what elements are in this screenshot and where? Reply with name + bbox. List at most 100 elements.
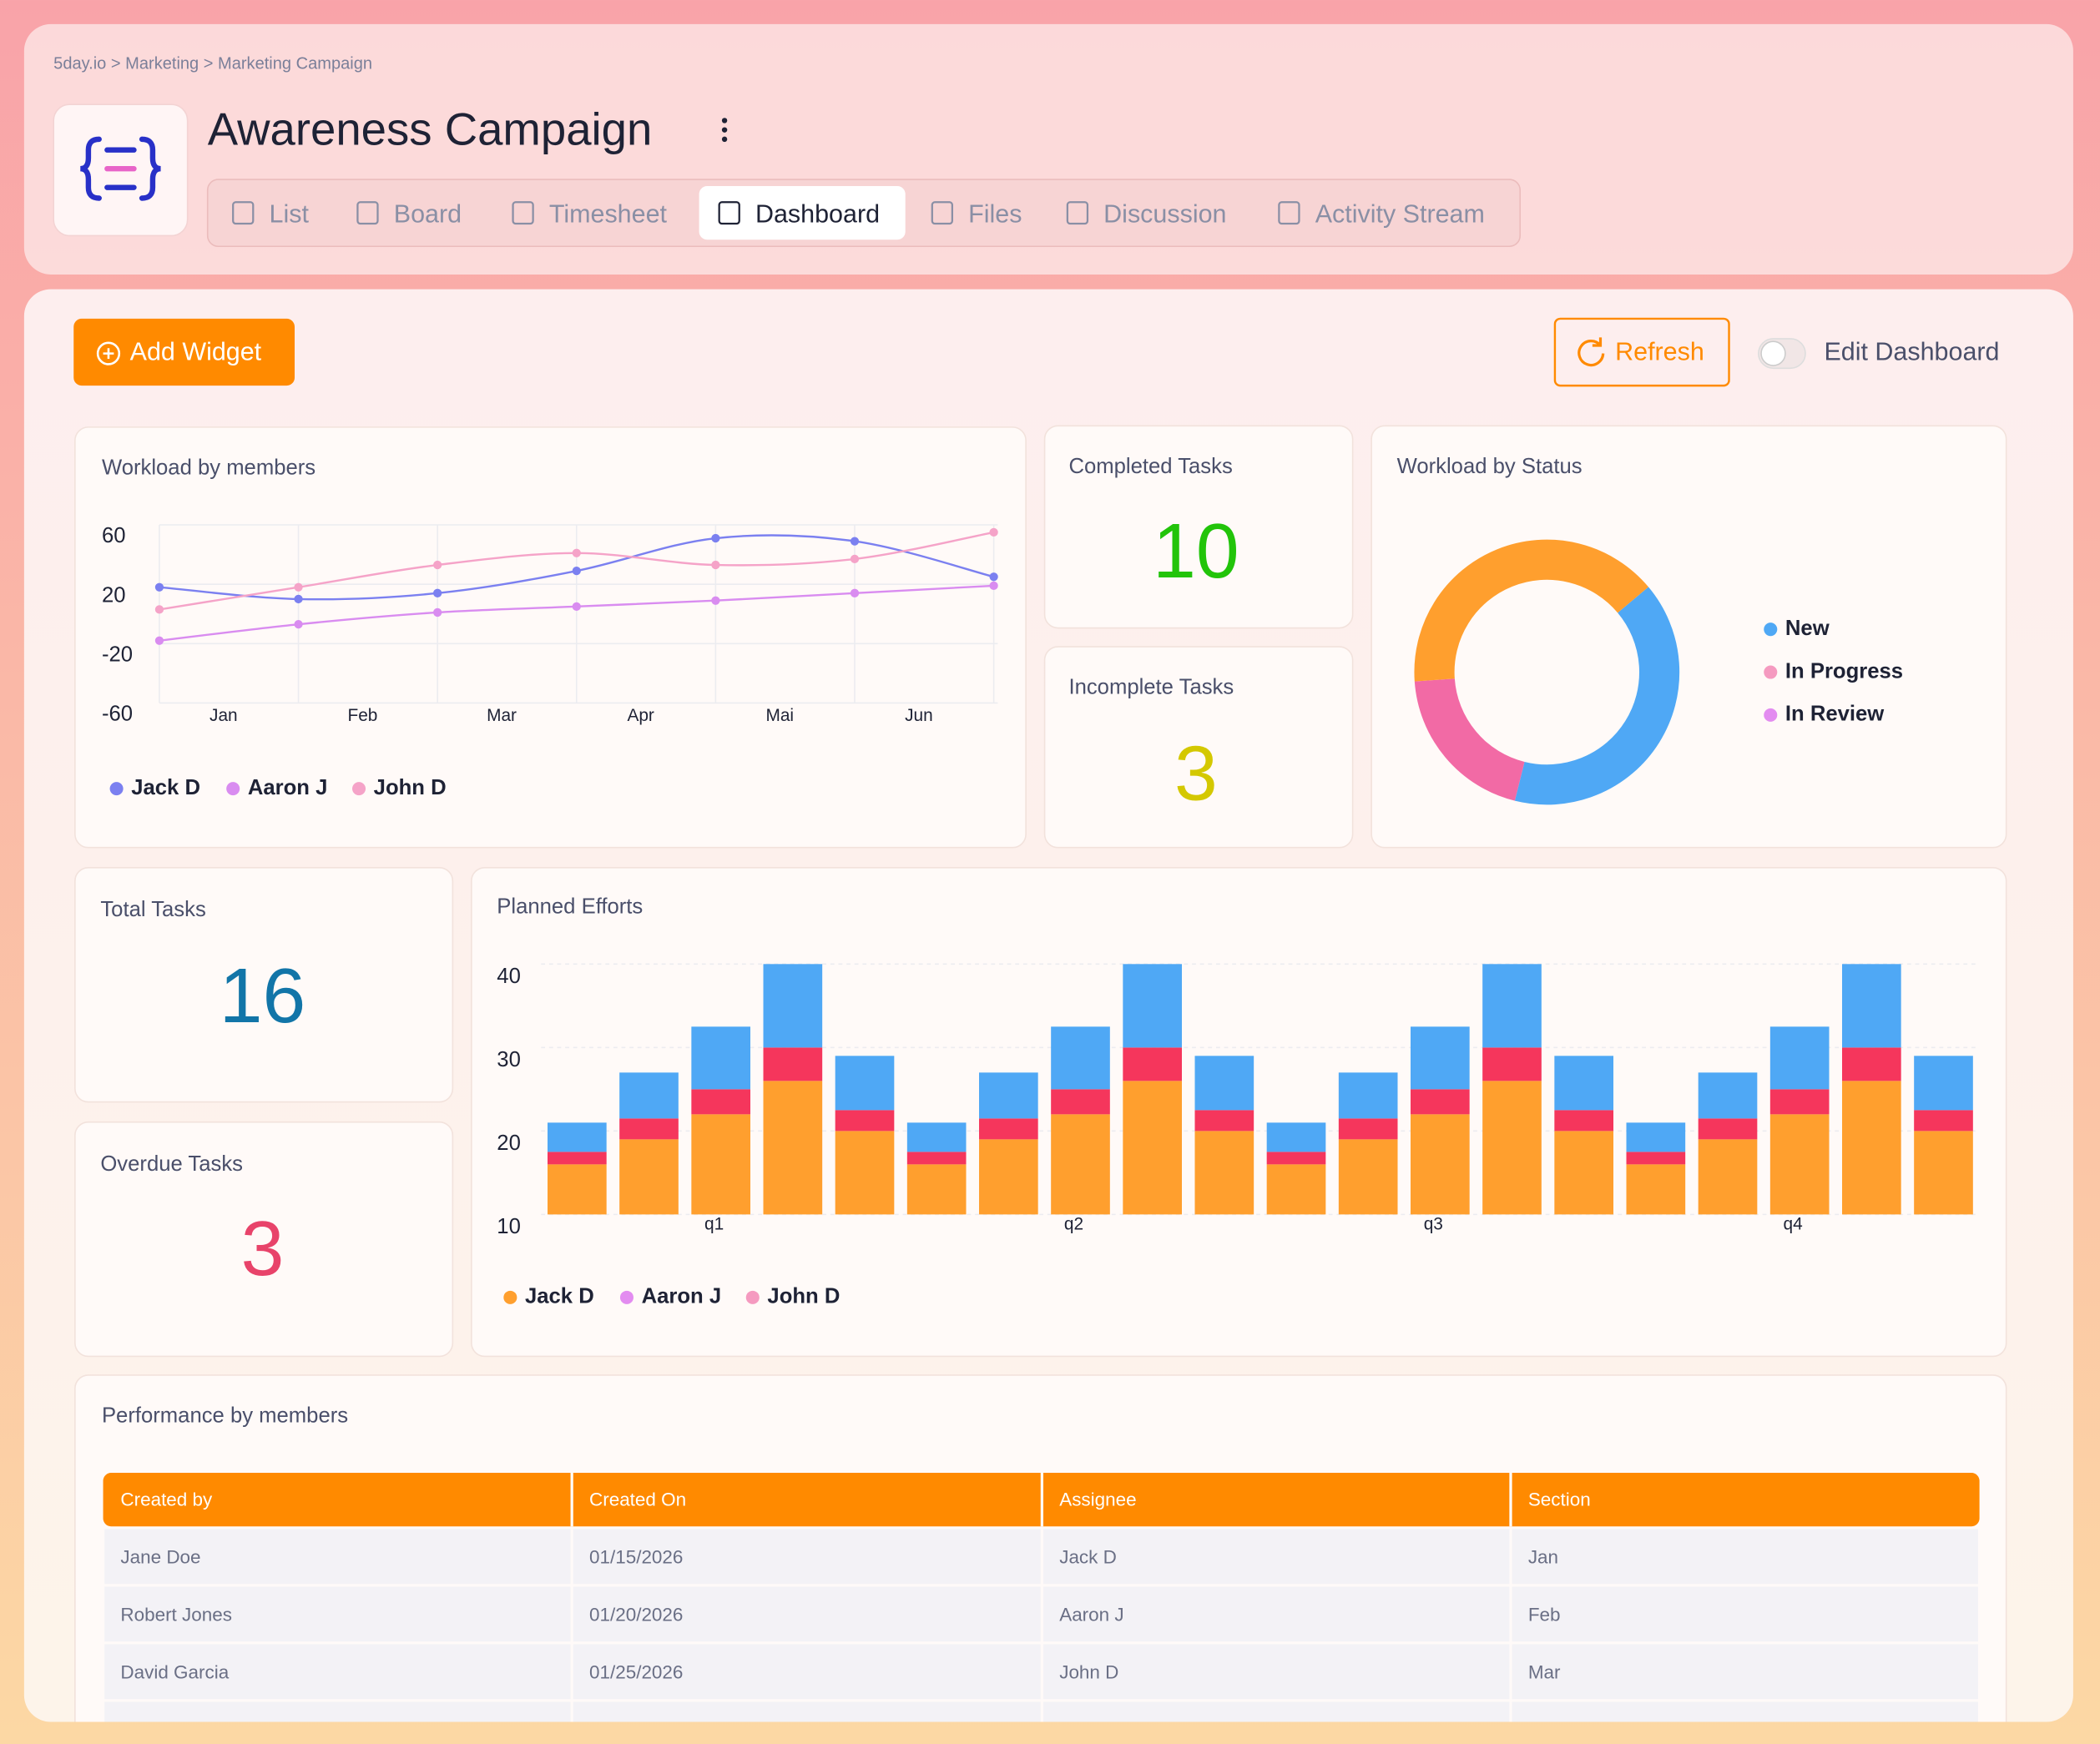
- x-tick-label: q1: [704, 1215, 724, 1234]
- table-cell: [1512, 1586, 1978, 1642]
- cell-text: Feb: [1528, 1605, 1561, 1626]
- x-tick-label: Jun: [905, 706, 933, 725]
- bar-segment: [1123, 1047, 1182, 1081]
- cell-text: Mar: [1528, 1662, 1561, 1683]
- bar-segment: [1194, 1131, 1254, 1215]
- table-cell: [104, 1586, 571, 1642]
- tab[interactable]: Discussion: [1103, 199, 1226, 228]
- table-cell: [573, 1529, 1041, 1585]
- table-cell: [1042, 1701, 1510, 1722]
- legend-label: John D: [374, 776, 447, 799]
- column-header: Assignee: [1059, 1489, 1136, 1510]
- bar-segment: [1554, 1056, 1613, 1111]
- bar-segment: [1482, 1047, 1542, 1081]
- refresh-button[interactable]: [1553, 317, 1730, 387]
- table-cell: [1512, 1644, 1978, 1700]
- bar-segment: [1123, 964, 1182, 1048]
- legend-dot: [619, 1290, 634, 1304]
- bar-segment: [1842, 1081, 1901, 1215]
- y-tick-label: 20: [102, 583, 126, 607]
- legend-label: Jack D: [525, 1285, 594, 1308]
- cell-text: 01/25/2026: [589, 1662, 683, 1683]
- cell-text: 01/15/2026: [589, 1547, 683, 1568]
- table-cell: [1042, 1529, 1510, 1585]
- widget-title: Total Tasks: [100, 898, 205, 921]
- point: [433, 588, 442, 597]
- add-icon-plus: [103, 348, 114, 360]
- tab-icon: [718, 201, 740, 225]
- more-menu[interactable]: [721, 118, 728, 143]
- point: [850, 537, 860, 546]
- table-cell: [1512, 1701, 1978, 1722]
- tab-icon: [232, 201, 255, 225]
- legend-label: In Review: [1785, 703, 1884, 726]
- y-tick-label: 40: [497, 965, 521, 988]
- cell-text: Jane Doe: [120, 1547, 200, 1568]
- bar-segment: [691, 1026, 750, 1090]
- tab[interactable]: Timesheet: [549, 199, 668, 228]
- bar-segment: [1051, 1089, 1110, 1115]
- point: [989, 581, 998, 591]
- x-tick-label: Jan: [209, 706, 238, 725]
- bar-segment: [1626, 1122, 1686, 1152]
- donut-slice: [1414, 539, 1648, 682]
- point: [294, 582, 303, 592]
- tab[interactable]: Board: [394, 199, 462, 228]
- table-cell: [104, 1529, 571, 1585]
- tab[interactable]: Dashboard: [755, 199, 880, 228]
- bar-segment: [548, 1122, 607, 1152]
- tab[interactable]: List: [270, 199, 310, 228]
- breadcrumb[interactable]: 5day.io > Marketing > Marketing Campaign: [53, 54, 372, 73]
- bar-segment: [1482, 1081, 1542, 1215]
- point: [989, 572, 998, 582]
- table-cell: [1512, 1529, 1978, 1585]
- point: [572, 602, 581, 611]
- bar-segment: [1266, 1164, 1326, 1215]
- y-tick-label: 60: [102, 524, 126, 547]
- bar-segment: [1194, 1110, 1254, 1132]
- bar-segment: [1842, 964, 1901, 1048]
- bar-segment: [548, 1164, 607, 1215]
- y-tick-label: 20: [497, 1132, 521, 1155]
- kpi-value: 3: [241, 1205, 285, 1292]
- active-tab: [699, 186, 906, 240]
- legend-dot: [1764, 708, 1778, 722]
- refresh-label[interactable]: Refresh: [1615, 338, 1704, 366]
- legend-label: In Progress: [1785, 659, 1903, 683]
- bar-segment: [835, 1110, 895, 1132]
- bar-segment: [1626, 1164, 1686, 1215]
- y-tick-label: -60: [102, 703, 133, 726]
- edit-dashboard-label[interactable]: Edit Dashboard: [1824, 338, 1999, 366]
- bar-segment: [691, 1114, 750, 1215]
- legend-dot: [1764, 622, 1778, 637]
- widget-title: Overdue Tasks: [100, 1152, 243, 1176]
- point: [572, 567, 581, 576]
- bar-segment: [1914, 1131, 1973, 1215]
- legend-label: New: [1785, 617, 1830, 640]
- bar-segment: [763, 964, 823, 1048]
- bar-segment: [763, 1047, 823, 1081]
- bar-segment: [835, 1056, 895, 1111]
- y-tick-label: -20: [102, 643, 133, 667]
- kpi-value: 10: [1153, 507, 1239, 594]
- bar-segment: [1626, 1152, 1686, 1165]
- add-widget-label[interactable]: Add Widget: [130, 338, 262, 366]
- bar-segment: [1842, 1047, 1901, 1081]
- tab[interactable]: Files: [968, 199, 1022, 228]
- add-widget-button[interactable]: [73, 318, 295, 386]
- x-tick-label: Mar: [487, 706, 517, 725]
- bar-segment: [1769, 1089, 1830, 1115]
- bar-segment: [1266, 1152, 1326, 1165]
- point: [433, 607, 442, 617]
- tab[interactable]: Activity Stream: [1315, 199, 1485, 228]
- bar-segment: [906, 1164, 967, 1215]
- x-tick-label: q2: [1064, 1215, 1083, 1234]
- table-cell: [573, 1701, 1041, 1722]
- y-tick-label: 10: [497, 1215, 521, 1238]
- legend-dot: [352, 782, 366, 796]
- legend-dot: [109, 782, 124, 796]
- tab-icon: [931, 201, 953, 225]
- point: [572, 548, 581, 557]
- project-icon: [80, 136, 161, 201]
